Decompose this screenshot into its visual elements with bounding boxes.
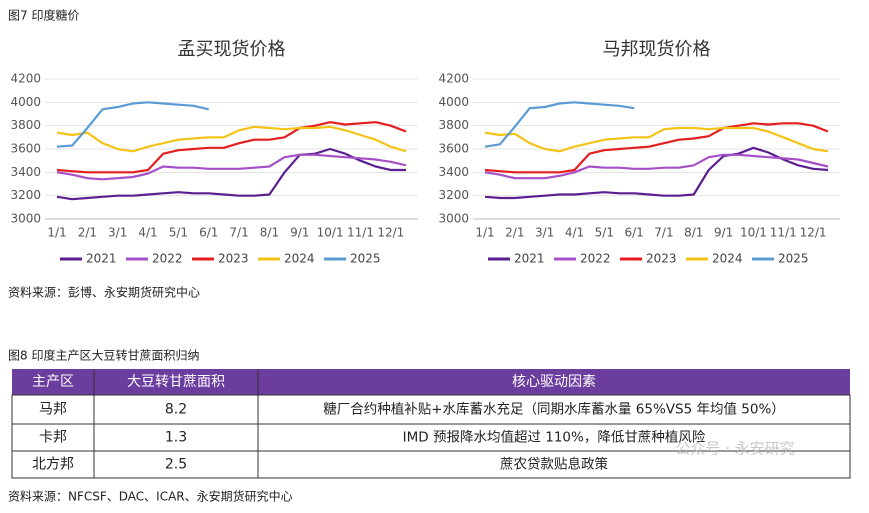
chart-title: 孟买现货价格	[178, 39, 286, 60]
y-tick-label: 3200	[10, 188, 41, 202]
x-tick-label: 7/1	[229, 226, 248, 240]
x-tick-label: 10/1	[740, 226, 767, 240]
x-tick-label: 11/1	[347, 226, 374, 240]
series-line	[484, 146, 829, 200]
x-tick-label: 8/1	[684, 226, 703, 240]
table-cell: IMD 预报降水均值超过 110%，降低甘蔗种植风险	[403, 430, 706, 446]
table-cell: 北方邦	[32, 457, 74, 473]
x-tick-label: 2/1	[78, 226, 97, 240]
table-cell: 卡邦	[39, 430, 67, 446]
y-tick-label: 3600	[10, 142, 41, 156]
table-cell: 马邦	[39, 402, 67, 418]
x-tick-label: 4/1	[138, 226, 157, 240]
x-tick-label: 7/1	[654, 226, 673, 240]
x-tick-label: 3/1	[535, 226, 554, 240]
legend-label: 2024	[284, 252, 315, 266]
y-tick-label: 3000	[10, 212, 41, 226]
x-tick-label: 5/1	[595, 226, 614, 240]
table-cell: 8.2	[165, 402, 187, 418]
x-tick-label: 9/1	[290, 226, 309, 240]
x-tick-label: 4/1	[565, 226, 584, 240]
table-header-bg	[12, 369, 850, 395]
x-tick-label: 6/1	[199, 226, 218, 240]
legend-label: 2023	[218, 252, 249, 266]
series-line	[484, 122, 829, 174]
legend-label: 2024	[712, 252, 743, 266]
series-line	[56, 101, 209, 148]
series-line	[56, 153, 407, 181]
series-line	[56, 147, 406, 201]
x-tick-label: 10/1	[317, 226, 344, 240]
x-tick-label: 8/1	[260, 226, 279, 240]
watermark: 公众号 · 永安研究	[675, 440, 794, 458]
y-tick-label: 3000	[438, 212, 469, 226]
source-note: 资料来源：彭博、永安期货研究中心	[8, 285, 200, 300]
x-tick-label: 6/1	[624, 226, 643, 240]
figure-caption: 图8 印度主产区大豆转甘蔗面积归纳	[8, 348, 199, 363]
y-tick-label: 3400	[438, 165, 469, 179]
y-tick-label: 4000	[10, 95, 41, 109]
series-line	[56, 125, 407, 153]
x-tick-label: 2/1	[505, 226, 524, 240]
series-line	[484, 101, 635, 148]
y-tick-label: 4200	[10, 72, 41, 86]
legend-label: 2021	[514, 252, 545, 266]
y-tick-label: 3800	[438, 118, 469, 132]
y-tick-label: 4200	[438, 72, 469, 86]
x-tick-label: 1/1	[475, 226, 494, 240]
chart-title: 马邦现货价格	[603, 39, 711, 60]
x-tick-label: 9/1	[714, 226, 733, 240]
x-tick-label: 12/1	[800, 226, 827, 240]
series-line	[484, 153, 829, 180]
y-tick-label: 3400	[10, 165, 41, 179]
y-tick-label: 4000	[438, 95, 469, 109]
table-header-cell: 主产区	[32, 374, 74, 390]
table-header-cell: 核心驱动因素	[512, 374, 596, 390]
table-border	[11, 394, 851, 479]
table	[11, 369, 851, 479]
x-tick-label: 12/1	[377, 226, 404, 240]
legend-label: 2022	[580, 252, 611, 266]
y-tick-label: 3600	[438, 142, 469, 156]
table-cell: 1.3	[165, 430, 187, 446]
x-tick-label: 1/1	[47, 226, 66, 240]
table-header-cell: 大豆转甘蔗面积	[127, 374, 225, 390]
figure-caption: 图7 印度糖价	[8, 8, 79, 23]
legend-label: 2025	[350, 252, 381, 266]
x-tick-label: 5/1	[169, 226, 188, 240]
legend-label: 2025	[778, 252, 809, 266]
series-line	[56, 121, 407, 174]
y-tick-label: 3200	[438, 188, 469, 202]
x-tick-label: 3/1	[108, 226, 127, 240]
legend-label: 2023	[646, 252, 677, 266]
table-cell: 2.5	[165, 457, 187, 473]
source-note: 资料来源：NFCSF、DAC、ICAR、永安期货研究中心	[8, 489, 293, 504]
table-cell: 糖厂合约种植补贴+水库蓄水充足（同期水库蓄水量 65%VS5 年均值 50%）	[323, 402, 785, 418]
legend-label: 2021	[86, 252, 117, 266]
series-line	[484, 126, 829, 153]
table-cell: 蔗农贷款贴息政策	[500, 456, 608, 473]
y-tick-label: 3800	[10, 118, 41, 132]
legend-label: 2022	[152, 252, 183, 266]
x-tick-label: 11/1	[770, 226, 797, 240]
